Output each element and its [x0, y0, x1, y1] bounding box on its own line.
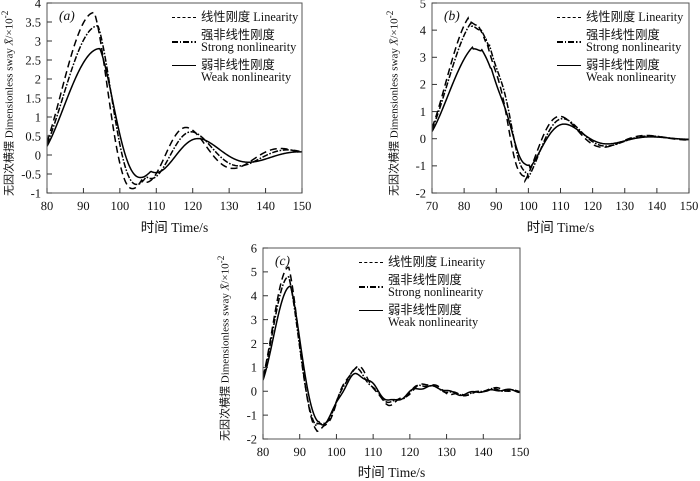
svg-text:-1: -1	[247, 408, 257, 422]
svg-text:110: 110	[147, 199, 165, 213]
svg-text:120: 120	[583, 199, 602, 213]
svg-text:3: 3	[251, 313, 257, 327]
svg-text:1: 1	[420, 105, 426, 119]
svg-text:90: 90	[77, 199, 90, 213]
svg-text:5: 5	[251, 265, 257, 279]
svg-text:130: 130	[615, 199, 634, 213]
svg-text:-2: -2	[416, 186, 426, 200]
svg-text:3.5: 3.5	[25, 15, 41, 29]
svg-text:-2: -2	[247, 432, 257, 446]
svg-text:110: 110	[364, 445, 382, 459]
svg-text:120: 120	[183, 199, 202, 213]
svg-text:1: 1	[251, 361, 257, 375]
svg-text:2: 2	[251, 337, 257, 351]
svg-text:150: 150	[293, 199, 312, 213]
svg-text:100: 100	[519, 199, 538, 213]
svg-text:140: 140	[256, 199, 275, 213]
svg-text:-1: -1	[416, 159, 426, 173]
svg-text:0.5: 0.5	[25, 129, 41, 143]
svg-text:130: 130	[220, 199, 239, 213]
svg-text:80: 80	[41, 199, 54, 213]
svg-text:100: 100	[327, 445, 346, 459]
svg-text:0: 0	[251, 385, 257, 399]
svg-text:(a): (a)	[59, 8, 75, 23]
svg-text:6: 6	[251, 241, 257, 255]
svg-text:140: 140	[648, 199, 667, 213]
svg-text:110: 110	[551, 199, 569, 213]
svg-text:70: 70	[426, 199, 439, 213]
svg-text:5: 5	[420, 0, 426, 10]
svg-text:2: 2	[35, 72, 41, 86]
svg-text:150: 150	[680, 199, 699, 213]
svg-text:1.5: 1.5	[25, 91, 41, 105]
svg-text:1: 1	[35, 110, 41, 124]
svg-text:(c): (c)	[275, 253, 290, 268]
svg-text:4: 4	[251, 289, 258, 303]
svg-text:4: 4	[420, 23, 427, 37]
svg-text:120: 120	[400, 445, 419, 459]
svg-text:3: 3	[35, 34, 41, 48]
svg-text:90: 90	[490, 199, 503, 213]
svg-text:80: 80	[458, 199, 471, 213]
svg-text:4: 4	[35, 0, 42, 10]
svg-text:3: 3	[420, 51, 426, 65]
svg-text:140: 140	[474, 445, 493, 459]
svg-text:130: 130	[437, 445, 456, 459]
svg-text:2.5: 2.5	[25, 53, 41, 67]
svg-text:150: 150	[511, 445, 530, 459]
svg-text:100: 100	[110, 199, 129, 213]
svg-text:-0.5: -0.5	[21, 167, 41, 181]
svg-text:0: 0	[420, 132, 426, 146]
svg-text:2: 2	[420, 78, 426, 92]
svg-text:80: 80	[257, 445, 270, 459]
svg-text:90: 90	[293, 445, 306, 459]
svg-text:(b): (b)	[444, 8, 460, 23]
svg-text:0: 0	[35, 148, 41, 162]
svg-text:-1: -1	[31, 186, 41, 200]
